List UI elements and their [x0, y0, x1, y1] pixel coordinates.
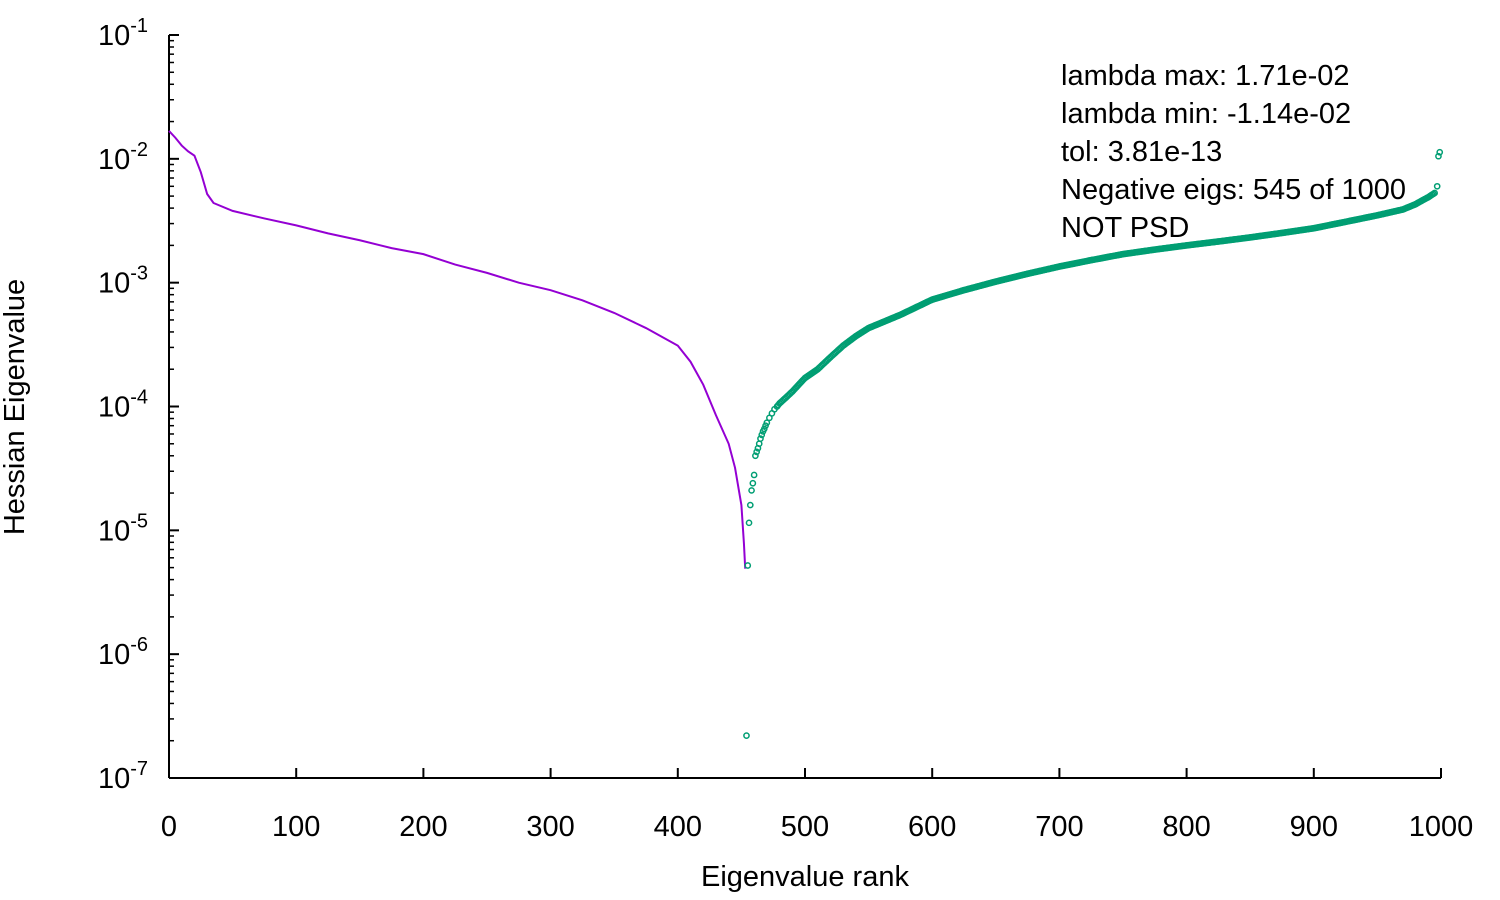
y-axis-title: Hessian Eigenvalue — [0, 279, 31, 535]
data-point — [746, 501, 754, 509]
x-tick-label: 500 — [781, 811, 829, 843]
series-line-0 — [168, 130, 747, 569]
data-point — [1433, 182, 1441, 190]
y-tick-label: 10-7 — [98, 758, 148, 795]
data-point — [748, 487, 755, 494]
annotation-line: NOT PSD — [1061, 212, 1189, 244]
data-point — [743, 732, 750, 739]
annotation-line: lambda max: 1.71e-02 — [1061, 60, 1350, 92]
x-tick-label: 300 — [526, 811, 574, 843]
data-point — [752, 452, 759, 460]
x-tick-label: 700 — [1035, 811, 1083, 843]
data-point — [753, 448, 761, 456]
data-point — [763, 419, 771, 427]
x-tick-label: 200 — [399, 811, 447, 843]
y-tick-label: 10-3 — [98, 263, 148, 300]
y-tick-label: 10-2 — [98, 139, 148, 176]
series-layer — [168, 130, 1444, 739]
x-tick-label: 0 — [161, 811, 177, 843]
data-point — [760, 425, 768, 433]
annotation-line: lambda min: -1.14e-02 — [1061, 98, 1351, 130]
x-axis-title: Eigenvalue rank — [701, 861, 909, 893]
data-point — [744, 562, 752, 569]
x-ticks: 0 100 200 300 400 500 600 700 800 900 1000 — [161, 768, 1473, 843]
annotation-line: tol: 3.81e-13 — [1061, 136, 1222, 168]
annotation-block: lambda max: 1.71e-02 lambda min: -1.14e-0… — [1061, 60, 1406, 244]
x-tick-label: 100 — [272, 811, 320, 843]
data-point — [749, 479, 757, 487]
x-tick-label: 400 — [654, 811, 702, 843]
y-tick-label: 10-4 — [98, 387, 148, 424]
data-point — [1431, 189, 1438, 197]
y-tick-label: 10-5 — [98, 510, 148, 547]
series-markers-1 — [743, 148, 1444, 739]
data-point — [750, 471, 758, 479]
x-tick-label: 900 — [1290, 811, 1338, 843]
data-point — [745, 519, 753, 527]
axes — [168, 35, 1441, 779]
y-tick-label: 10-1 — [98, 15, 148, 52]
data-point — [758, 431, 766, 439]
y-tick-label: 10-6 — [98, 634, 148, 671]
x-tick-label: 600 — [908, 811, 956, 843]
data-point — [757, 435, 764, 443]
y-ticks: 10-7 10-6 10-5 10-4 10-3 10-2 10-1 — [98, 15, 179, 795]
data-point — [1436, 148, 1444, 156]
x-tick-label: 1000 — [1409, 811, 1474, 843]
x-tick-label: 800 — [1162, 811, 1210, 843]
annotation-line: Negative eigs: 545 of 1000 — [1061, 174, 1406, 206]
data-point — [1435, 152, 1442, 160]
